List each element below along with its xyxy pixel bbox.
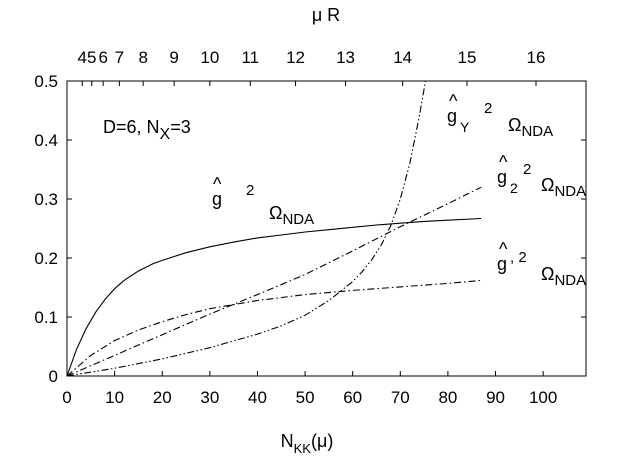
series-line-gY: [66, 80, 427, 377]
top-tick-label: 11: [241, 48, 259, 67]
label-g: ^ g 2 ΩNDA: [212, 174, 314, 228]
top-tick-label: 16: [527, 48, 546, 67]
x-tick-label: 0: [62, 388, 71, 407]
label-g2-sub: 2: [510, 180, 518, 196]
top-tick-label: 15: [458, 48, 477, 67]
label-g1-base: g: [497, 254, 507, 274]
annotation-main: D=6, N: [103, 117, 160, 137]
series-line-g2: [66, 186, 482, 377]
annotation-tail: =3: [170, 117, 191, 137]
y-tick-label: 0: [49, 367, 58, 386]
label-g-sup: 2: [246, 182, 254, 199]
label-gY-base: g: [447, 106, 457, 126]
label-gY: ^ g Y 2 ΩNDA: [447, 91, 553, 140]
y-tick-label: 0.1: [34, 308, 58, 327]
x-tick-label: 70: [391, 388, 410, 407]
series-line-g1: [66, 279, 482, 377]
y-tick-label: 0.3: [34, 190, 58, 209]
x-tick-label: 60: [343, 388, 362, 407]
series-line-g: [66, 217, 482, 377]
x-tick-label: 30: [200, 388, 219, 407]
top-tick-label: 8: [138, 48, 147, 67]
label-gY-hat: ^: [449, 91, 458, 111]
parameter-annotation: D=6, NX=3: [103, 117, 191, 143]
label-g2: ^ g 2 2 ΩNDA: [497, 152, 586, 200]
x-tick-label: 50: [296, 388, 315, 407]
label-g1-sup: , 2: [510, 249, 527, 266]
top-tick-label: 14: [393, 48, 412, 67]
label-g-base: g: [212, 189, 222, 209]
label-gY-omega-symbol: Ω: [508, 115, 521, 135]
label-gY-sup: 2: [484, 100, 492, 117]
label-gY-omega-sub: NDA: [521, 123, 553, 140]
y-tick-label: 0.2: [34, 249, 58, 268]
label-g-hat: ^: [213, 174, 222, 194]
top-tick-label: 10: [200, 48, 219, 67]
x-tick-label: 90: [486, 388, 505, 407]
label-gY-omega: ΩNDA: [508, 115, 553, 140]
y-tick-label: 0.4: [34, 131, 58, 150]
x-tick-label: 80: [438, 388, 457, 407]
top-tick-label: 9: [169, 48, 178, 67]
label-g1-omega: ΩNDA: [541, 264, 586, 289]
label-g2-hat: ^: [499, 152, 508, 172]
label-g1-hat: ^: [499, 239, 508, 259]
label-g2-omega-sub: NDA: [554, 183, 586, 200]
x-axis-title-tail: (μ): [311, 431, 333, 451]
x-tick-label: 100: [529, 388, 557, 407]
top-tick-label: 4: [78, 48, 87, 67]
label-g-omega-symbol: Ω: [269, 203, 282, 223]
label-g-omega-sub: NDA: [282, 211, 314, 228]
x-tick-label: 40: [248, 388, 267, 407]
top-tick-label: 12: [286, 48, 305, 67]
x-tick-label: 20: [153, 388, 172, 407]
label-g2-omega: ΩNDA: [541, 175, 586, 200]
label-g2-base: g: [497, 167, 507, 187]
plot-frame: [66, 80, 587, 377]
x-axis-title: NKK(μ): [281, 431, 334, 456]
label-g-omega: ΩNDA: [269, 203, 314, 228]
top-axis-title: μ R: [312, 5, 340, 25]
label-g1: ^ g , 2 ΩNDA: [497, 239, 586, 289]
label-g1-omega-symbol: Ω: [541, 264, 554, 284]
label-g2-sup: 2: [523, 161, 531, 178]
x-axis-title-sub: KK: [294, 441, 312, 456]
annotation-sub: X: [160, 126, 171, 143]
top-tick-label: 6: [98, 48, 107, 67]
top-tick-label: 7: [115, 48, 124, 67]
label-gY-sub: Y: [460, 119, 470, 135]
top-tick-label: 5: [87, 48, 96, 67]
top-tick-label: 13: [336, 48, 355, 67]
label-g1-omega-sub: NDA: [554, 272, 586, 289]
x-tick-label: 10: [105, 388, 124, 407]
x-axis-title-main: N: [281, 431, 294, 451]
y-tick-label: 0.5: [34, 72, 58, 91]
label-g2-omega-symbol: Ω: [541, 175, 554, 195]
